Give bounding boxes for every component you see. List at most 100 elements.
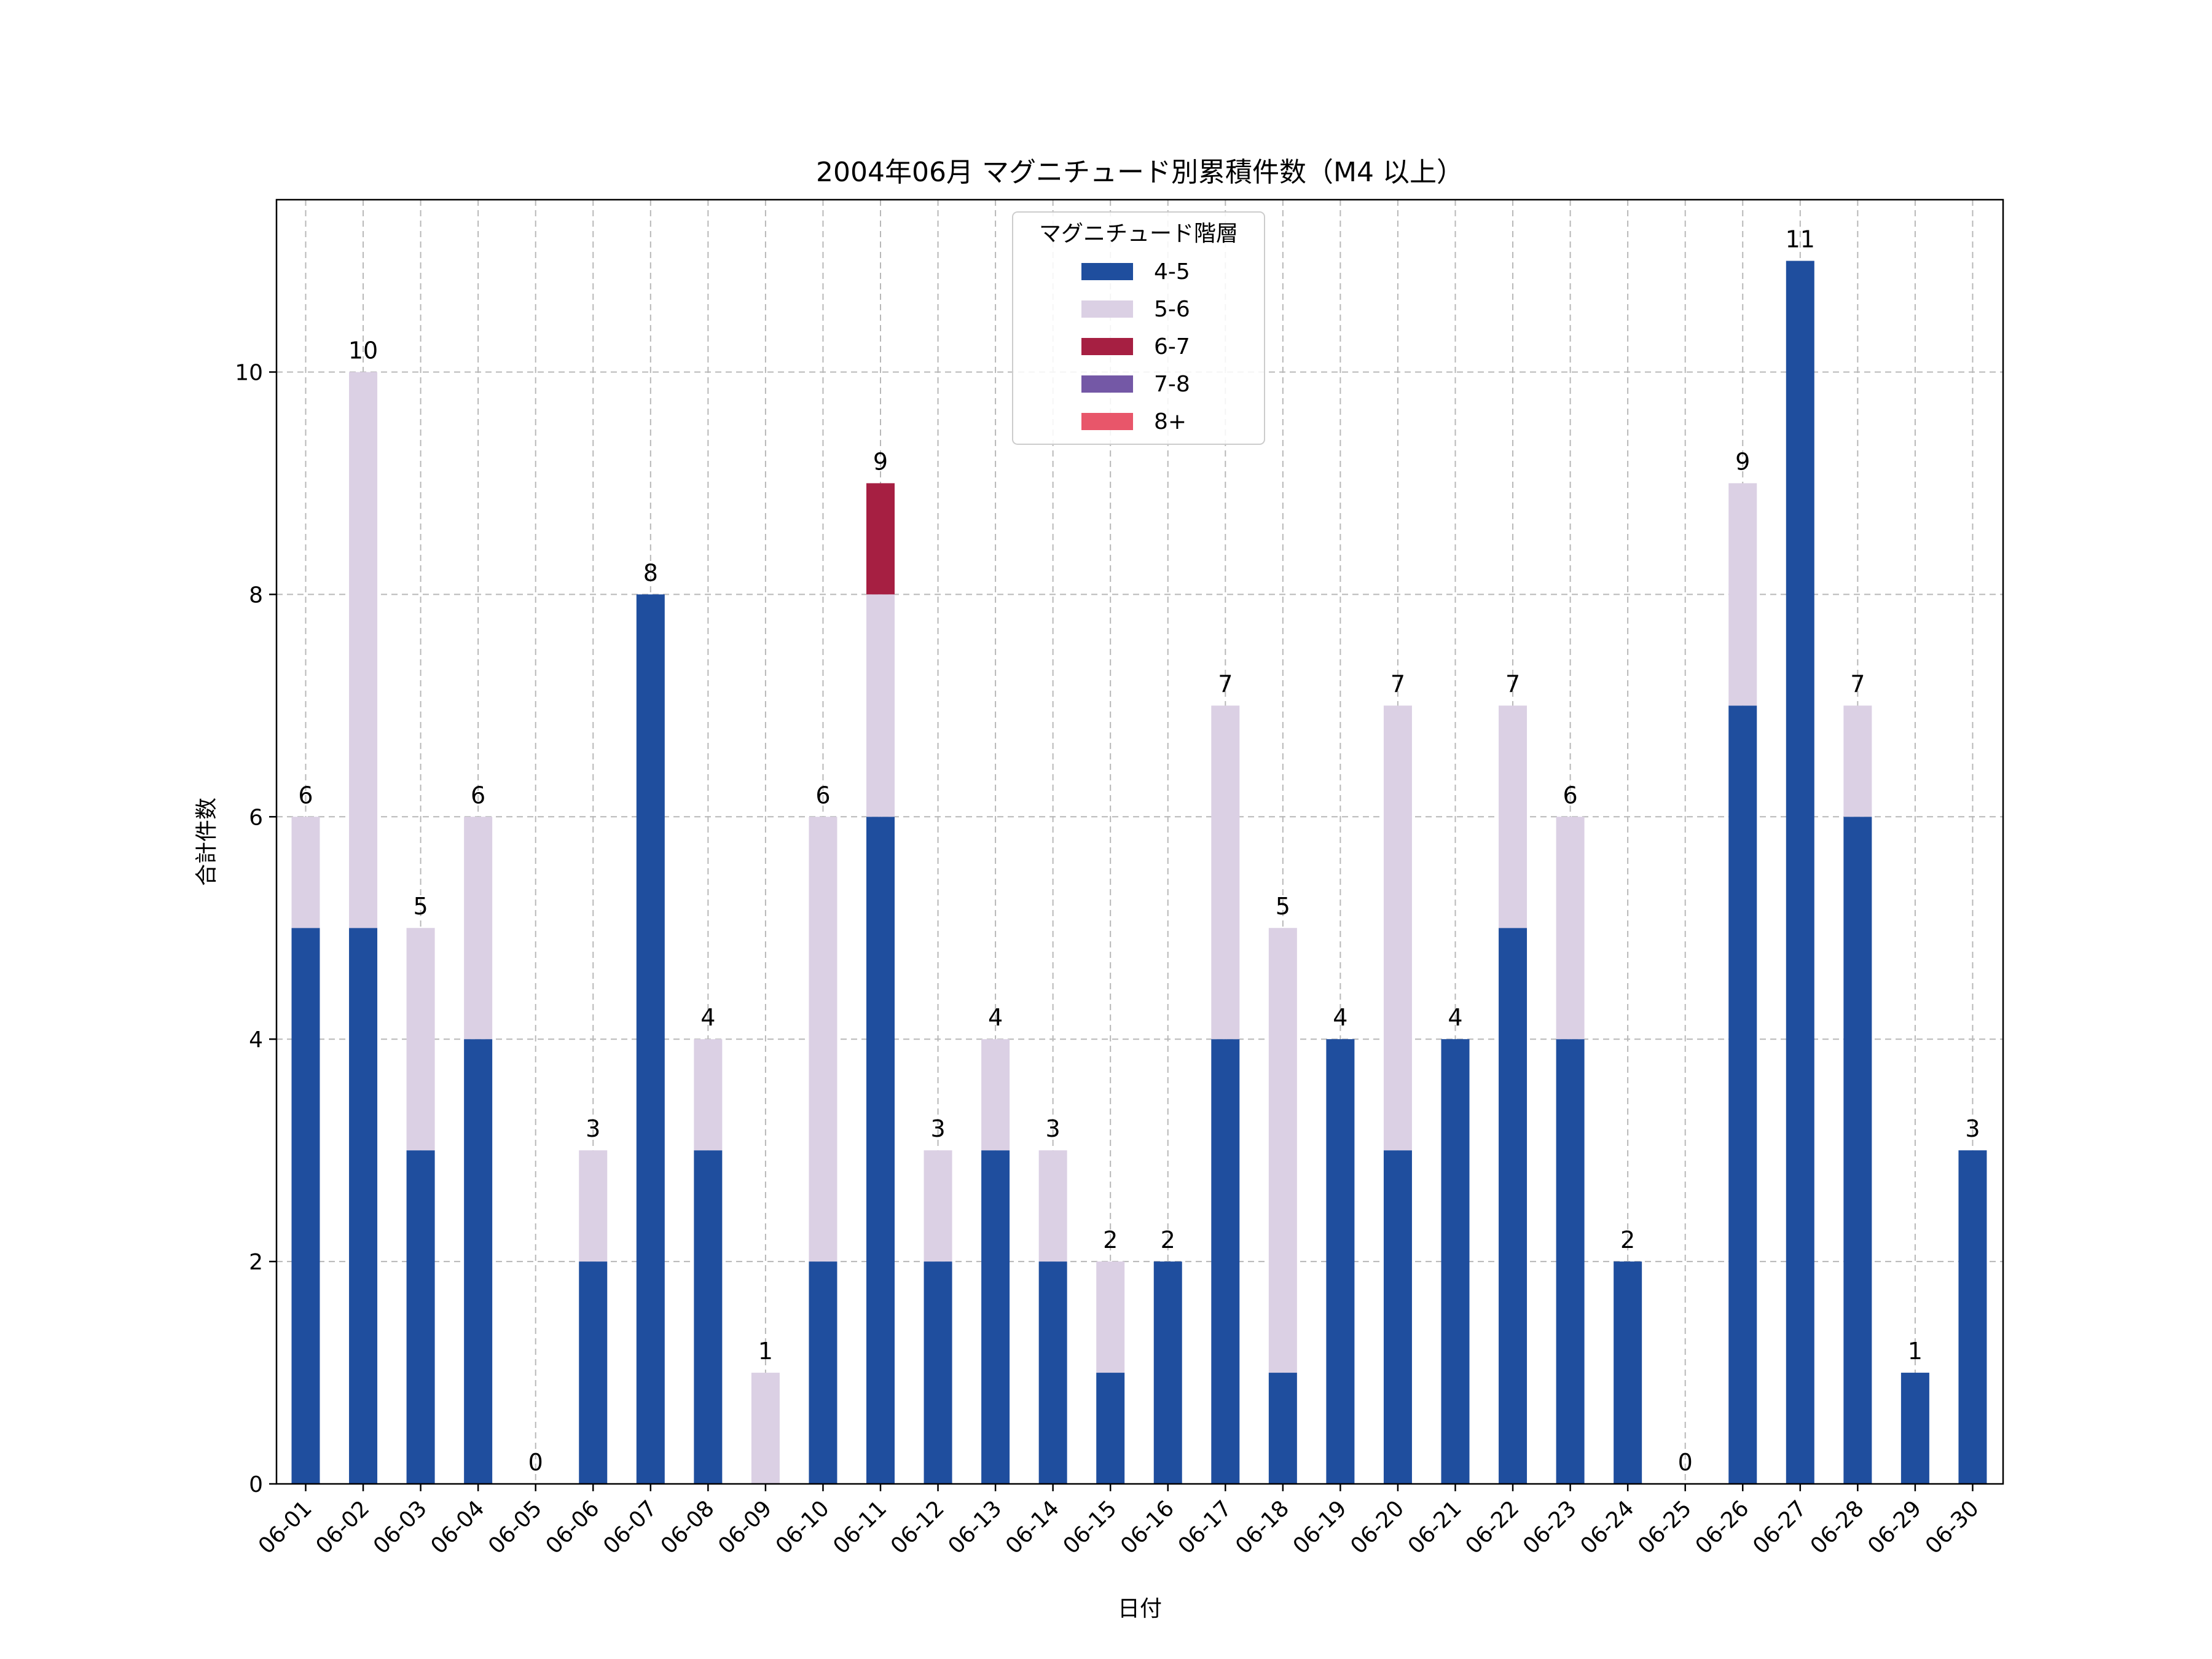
legend-label: 8+ [1154, 409, 1186, 434]
bar-segment [1556, 1039, 1585, 1484]
bar-segment [1268, 1373, 1297, 1484]
x-tick-label: 06-09 [713, 1496, 777, 1559]
bar-segment [291, 817, 320, 928]
bar-total-label: 5 [1276, 893, 1290, 920]
bar-segment [1728, 483, 1757, 706]
bar-total-label: 3 [586, 1115, 600, 1142]
x-tick-label: 06-18 [1231, 1496, 1294, 1559]
bar-segment [406, 928, 435, 1151]
x-tick-label: 06-08 [656, 1496, 720, 1559]
x-tick-label: 06-10 [771, 1496, 834, 1559]
bar-segment [1499, 705, 1528, 928]
bar-total-label: 4 [1333, 1004, 1347, 1031]
x-tick-label: 06-28 [1806, 1496, 1869, 1559]
bar-total-label: 6 [815, 782, 830, 809]
bar-segment [1843, 817, 1872, 1484]
bar-segment [1900, 1373, 1929, 1484]
bar-total-label: 2 [1620, 1226, 1635, 1253]
x-tick-label: 06-27 [1748, 1496, 1811, 1559]
legend: マグニチュード階層 4-5 5-6 6-7 7-8 8+ [1012, 211, 1265, 445]
bar-total-label: 6 [298, 782, 313, 809]
bar-total-label: 5 [414, 893, 428, 920]
legend-label: 5-6 [1154, 297, 1190, 322]
bar-total-label: 6 [471, 782, 485, 809]
bar-segment [809, 817, 837, 1262]
y-tick-label: 6 [249, 805, 263, 830]
x-tick-label: 06-17 [1174, 1496, 1237, 1559]
x-tick-label: 06-16 [1116, 1496, 1179, 1559]
y-axis-label: 合計件数 [194, 798, 219, 886]
x-axis-label: 日付 [1118, 1596, 1162, 1622]
bar-total-label: 0 [528, 1449, 543, 1476]
bar-total-label: 7 [1505, 670, 1520, 697]
y-tick-label: 4 [249, 1027, 263, 1053]
bar-segment [1211, 705, 1240, 1040]
bar-segment [1556, 817, 1585, 1040]
bar-segment [1843, 705, 1872, 817]
x-tick-label: 06-15 [1059, 1496, 1122, 1559]
bar-segment [406, 1150, 435, 1484]
legend-swatch [1081, 413, 1133, 430]
legend-label: 7-8 [1154, 372, 1190, 397]
bar-segment [924, 1150, 952, 1262]
bar-total-label: 0 [1678, 1449, 1693, 1476]
bar-total-label: 6 [1563, 782, 1578, 809]
bar-total-label: 7 [1850, 670, 1865, 697]
bar-segment [1383, 1150, 1412, 1484]
bar-segment [1096, 1373, 1125, 1484]
bar-segment [1096, 1261, 1125, 1373]
bar-segment [694, 1150, 723, 1484]
bar-segment [694, 1039, 723, 1151]
legend-frame [1012, 211, 1265, 445]
bar-segment [579, 1150, 608, 1262]
x-tick-label: 06-03 [369, 1496, 432, 1559]
bar-segment [1786, 261, 1814, 1484]
x-tick-label: 06-07 [598, 1496, 662, 1559]
bar-total-label: 3 [1965, 1115, 1980, 1142]
legend-label: 4-5 [1154, 259, 1190, 284]
bar-segment [981, 1150, 1010, 1484]
x-tick-label: 06-30 [1921, 1496, 1984, 1559]
bar-segment [1268, 928, 1297, 1373]
x-tick-label: 06-26 [1691, 1496, 1754, 1559]
bar-total-label: 4 [1448, 1004, 1462, 1031]
x-tick-label: 06-24 [1576, 1496, 1639, 1559]
x-tick-label: 06-13 [944, 1496, 1007, 1559]
x-tick-label: 06-04 [426, 1496, 490, 1559]
x-tick-label: 06-02 [311, 1496, 374, 1559]
bar-segment [1958, 1150, 1987, 1484]
bar-segment [866, 594, 895, 817]
y-tick-label: 10 [235, 360, 263, 385]
x-tick-label: 06-20 [1346, 1496, 1409, 1559]
y-tick-label: 8 [249, 582, 263, 608]
bar-total-label: 1 [1908, 1338, 1923, 1365]
bar-total-label: 3 [930, 1115, 945, 1142]
bar-total-label: 9 [1735, 448, 1750, 475]
bar-total-label: 10 [348, 337, 378, 364]
x-tick-label: 06-12 [886, 1496, 949, 1559]
bar-segment [1728, 705, 1757, 1484]
bar-total-label: 8 [643, 559, 658, 586]
y-tick-label: 0 [249, 1472, 263, 1497]
x-axis: 06-0106-0206-0306-0406-0506-0606-0706-08… [254, 1484, 1984, 1559]
bar-segment [1383, 705, 1412, 1151]
x-tick-label: 06-14 [1001, 1496, 1064, 1559]
bar-total-label: 9 [873, 448, 888, 475]
chart-title: 2004年06月 マグニチュード別累積件数（M4 以上） [816, 157, 1464, 188]
legend-swatch [1081, 375, 1133, 393]
bar-segment [1038, 1150, 1067, 1262]
bar-segment [349, 372, 378, 928]
x-tick-label: 06-06 [541, 1496, 605, 1559]
bar-segment [291, 928, 320, 1484]
bar-segment [1038, 1261, 1067, 1484]
bar-segment [636, 594, 665, 1484]
x-tick-label: 06-01 [254, 1496, 317, 1559]
x-tick-label: 06-19 [1288, 1496, 1352, 1559]
bar-total-label: 2 [1161, 1226, 1175, 1253]
legend-swatch [1081, 263, 1133, 280]
bar-segment [1211, 1039, 1240, 1484]
bar-segment [1499, 928, 1528, 1484]
x-tick-label: 06-25 [1633, 1496, 1696, 1559]
bar-total-label: 7 [1390, 670, 1405, 697]
